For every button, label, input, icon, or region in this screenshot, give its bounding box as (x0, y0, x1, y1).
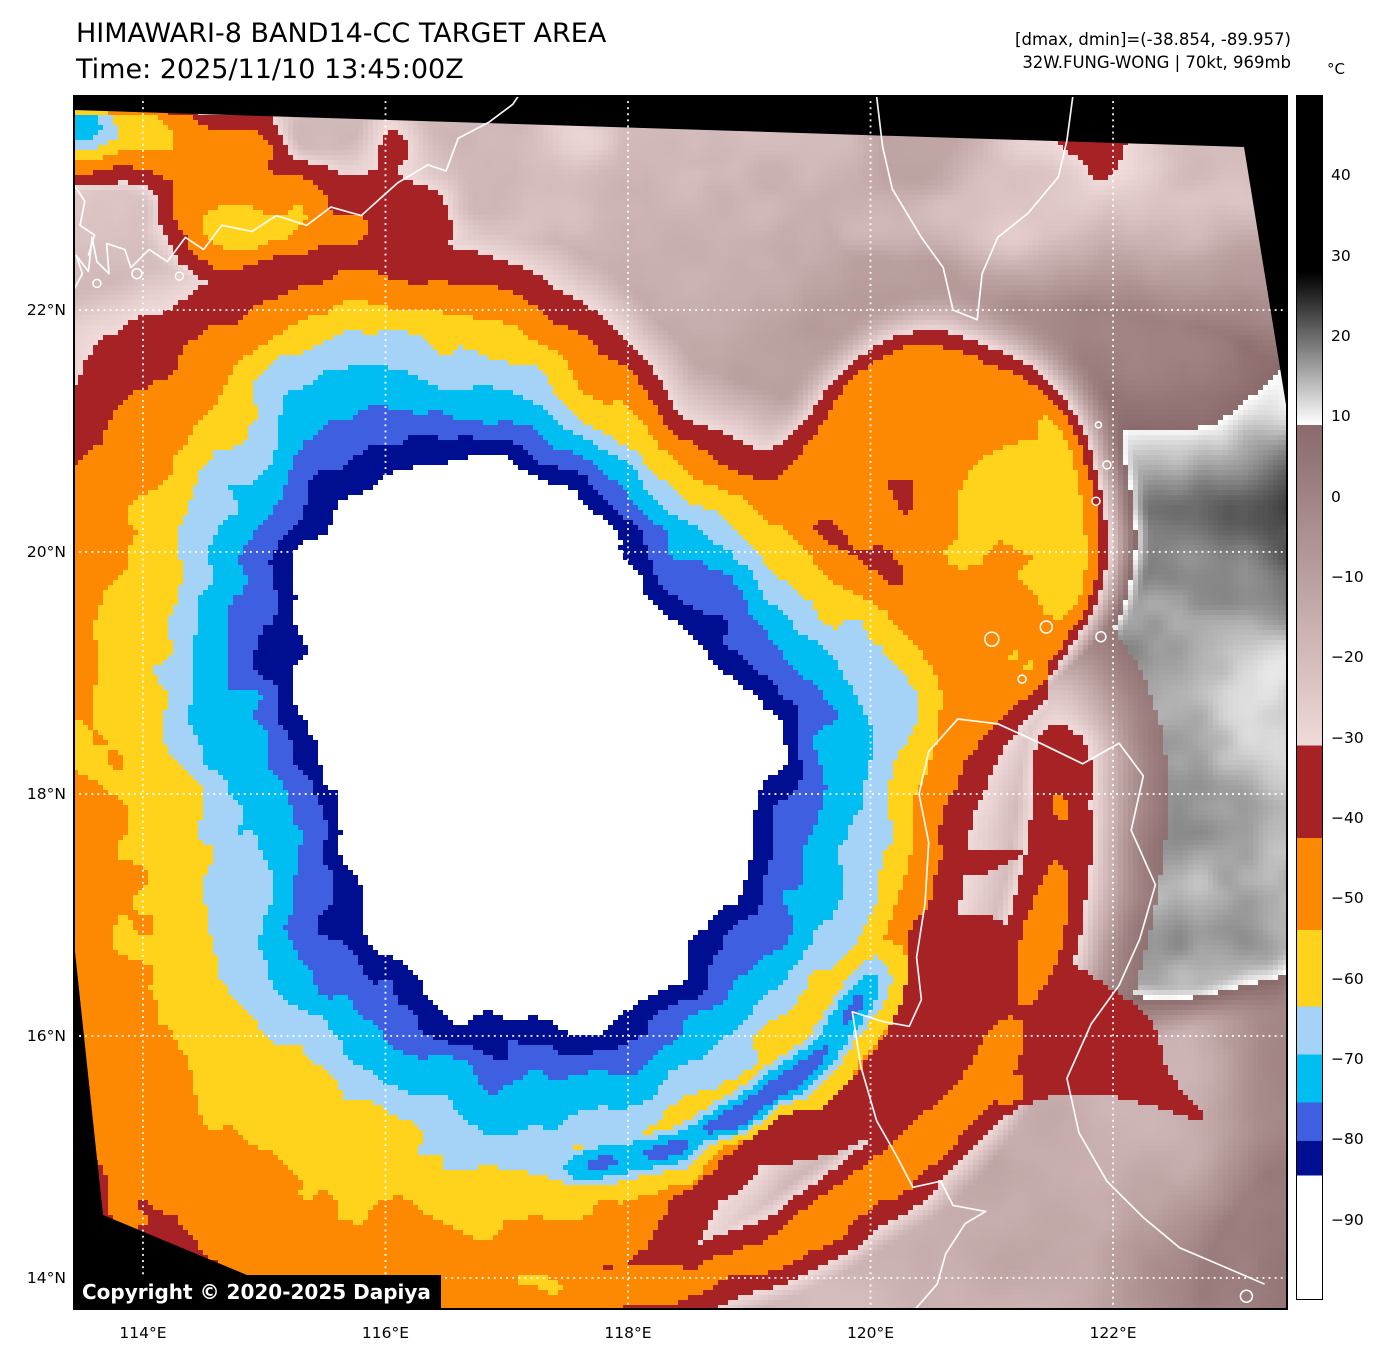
colorbar-tick-label: 0 (1331, 487, 1341, 506)
island-outline (92, 278, 102, 289)
lat-tick-label: 14°N (26, 1268, 66, 1287)
gridlines-layer (73, 95, 1288, 1310)
colorbar-tick-label: 20 (1331, 327, 1351, 345)
island-outline (1239, 1289, 1254, 1303)
satellite-map: Copyright © 2020-2025 Dapiya (73, 95, 1288, 1310)
lon-tick-label: 118°E (604, 1324, 652, 1342)
colorbar-gradient (1296, 95, 1323, 1300)
title-block: HIMAWARI-8 BAND14-CC TARGET AREA Time: 2… (76, 16, 606, 88)
colorbar-unit-label: °C (1327, 60, 1345, 78)
lon-tick-label: 114°E (119, 1324, 167, 1342)
island-outline (1094, 421, 1103, 429)
lat-tick-label: 20°N (26, 542, 66, 561)
lat-tick-label: 16°N (26, 1026, 66, 1045)
island-outline (984, 631, 1000, 647)
colorbar-tick-label: 30 (1331, 246, 1351, 265)
island-outline (131, 267, 143, 280)
coastlines-layer (73, 95, 1265, 1310)
lon-tick-label: 120°E (846, 1324, 895, 1342)
satellite-image-canvas (73, 95, 1288, 1310)
colorbar-tick-label: 40 (1331, 166, 1351, 185)
colorbar-tick-label: −90 (1331, 1210, 1364, 1229)
copyright-badge: Copyright © 2020-2025 Dapiya (73, 1275, 441, 1310)
map-overlay (73, 95, 1288, 1310)
colorbar-tick-label: −20 (1331, 648, 1364, 667)
colorbar-tick-label: −80 (1331, 1130, 1364, 1149)
swath-black-wedge (73, 95, 1288, 417)
colorbar-tick-label: −30 (1331, 728, 1364, 747)
coastline-china-coast (73, 95, 521, 293)
colorbar-tick-label: 10 (1331, 407, 1351, 426)
map-border (73, 95, 1288, 1310)
swath-edge-wedges (73, 95, 1288, 1310)
island-outline (174, 271, 185, 281)
colorbar-tick-label: −10 (1331, 568, 1364, 586)
swath-black-wedge (73, 933, 331, 1310)
storm-annotation: 32W.FUNG-WONG | 70kt, 969mb (1022, 53, 1291, 72)
lon-tick-label: 116°E (361, 1324, 410, 1342)
lon-tick-label: 122°E (1089, 1324, 1137, 1342)
annotation-block: [dmax, dmin]=(-38.854, -89.957) 32W.FUNG… (1015, 28, 1291, 74)
island-outline (1017, 674, 1027, 684)
colorbar-tick-label: −50 (1331, 889, 1364, 908)
timestamp: Time: 2025/11/10 13:45:00Z (76, 54, 464, 85)
lat-tick-label: 22°N (26, 301, 66, 320)
coastline-taiwan (875, 95, 1074, 321)
lat-tick-label: 18°N (26, 784, 66, 803)
coastline-luzon (851, 718, 1265, 1310)
island-outline (1095, 630, 1107, 643)
island-outline (1091, 496, 1101, 506)
dmax-dmin-annotation: [dmax, dmin]=(-38.854, -89.957) (1015, 30, 1291, 49)
island-outline (1039, 620, 1054, 634)
page-title: HIMAWARI-8 BAND14-CC TARGET AREA (76, 18, 607, 49)
colorbar-tick-label: −60 (1331, 969, 1364, 988)
coastline-pearl-estuary (73, 182, 96, 256)
colorbar-tick-label: −40 (1331, 809, 1364, 827)
island-outline (1102, 460, 1112, 470)
colorbar-tick-label: −70 (1331, 1050, 1364, 1068)
